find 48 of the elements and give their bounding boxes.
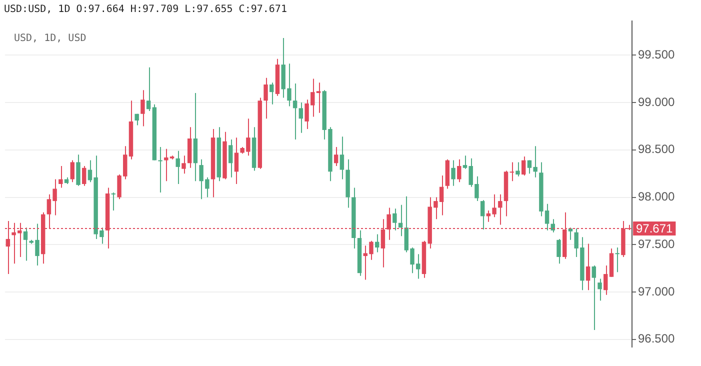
candlestick xyxy=(176,150,180,184)
candlestick xyxy=(480,200,485,230)
annotation: USD, 1D, USD xyxy=(14,33,86,44)
candlestick xyxy=(23,227,28,262)
candlestick xyxy=(70,160,74,183)
candlestick xyxy=(111,192,116,212)
candlestick xyxy=(604,265,608,296)
y-tick-label: 98.500 xyxy=(638,142,676,156)
candlestick xyxy=(298,102,304,134)
candlestick xyxy=(451,160,456,186)
y-tick-label: 97.500 xyxy=(638,236,676,251)
candlestick xyxy=(292,83,298,140)
candlestick xyxy=(498,194,502,226)
candlestick xyxy=(264,77,268,120)
candlestick xyxy=(76,154,80,186)
text: USD:USD, 1D O:97.664 H:97.709 L:97.655 C:97.671 xyxy=(4,4,287,15)
candlestick xyxy=(158,146,162,194)
candlestick xyxy=(510,162,514,182)
candlestick xyxy=(586,243,590,291)
candlestick xyxy=(398,204,403,237)
candlestick xyxy=(58,165,63,188)
candlestick xyxy=(140,90,145,127)
y-tick-label: 99.000 xyxy=(638,94,676,109)
y-tick-label: 97.000 xyxy=(638,284,676,298)
candlestick xyxy=(270,82,274,105)
y-tick-label: 98.000 xyxy=(638,190,676,204)
candlestick xyxy=(234,137,239,184)
candlestick xyxy=(521,156,526,176)
candlestick xyxy=(392,208,397,231)
candlestick xyxy=(457,158,462,183)
candlestick xyxy=(592,265,596,330)
candlestick xyxy=(340,136,344,180)
candlestick xyxy=(82,165,86,186)
candlestick xyxy=(374,234,380,253)
candlestick xyxy=(316,82,321,114)
candlestick xyxy=(228,138,233,178)
y-tick-label: 96.500 xyxy=(638,332,676,346)
candlestick xyxy=(556,238,561,264)
candlestick xyxy=(615,246,620,273)
candlestick xyxy=(334,146,338,166)
candlestick xyxy=(568,227,573,240)
candlestick xyxy=(146,66,151,112)
candlestick xyxy=(182,155,186,174)
ref-line-label: 97.671 xyxy=(636,221,674,236)
candlestick xyxy=(516,162,520,177)
y-tick-label: 99.500 xyxy=(638,47,676,62)
candlestick xyxy=(598,278,602,302)
candlestick xyxy=(609,248,614,278)
